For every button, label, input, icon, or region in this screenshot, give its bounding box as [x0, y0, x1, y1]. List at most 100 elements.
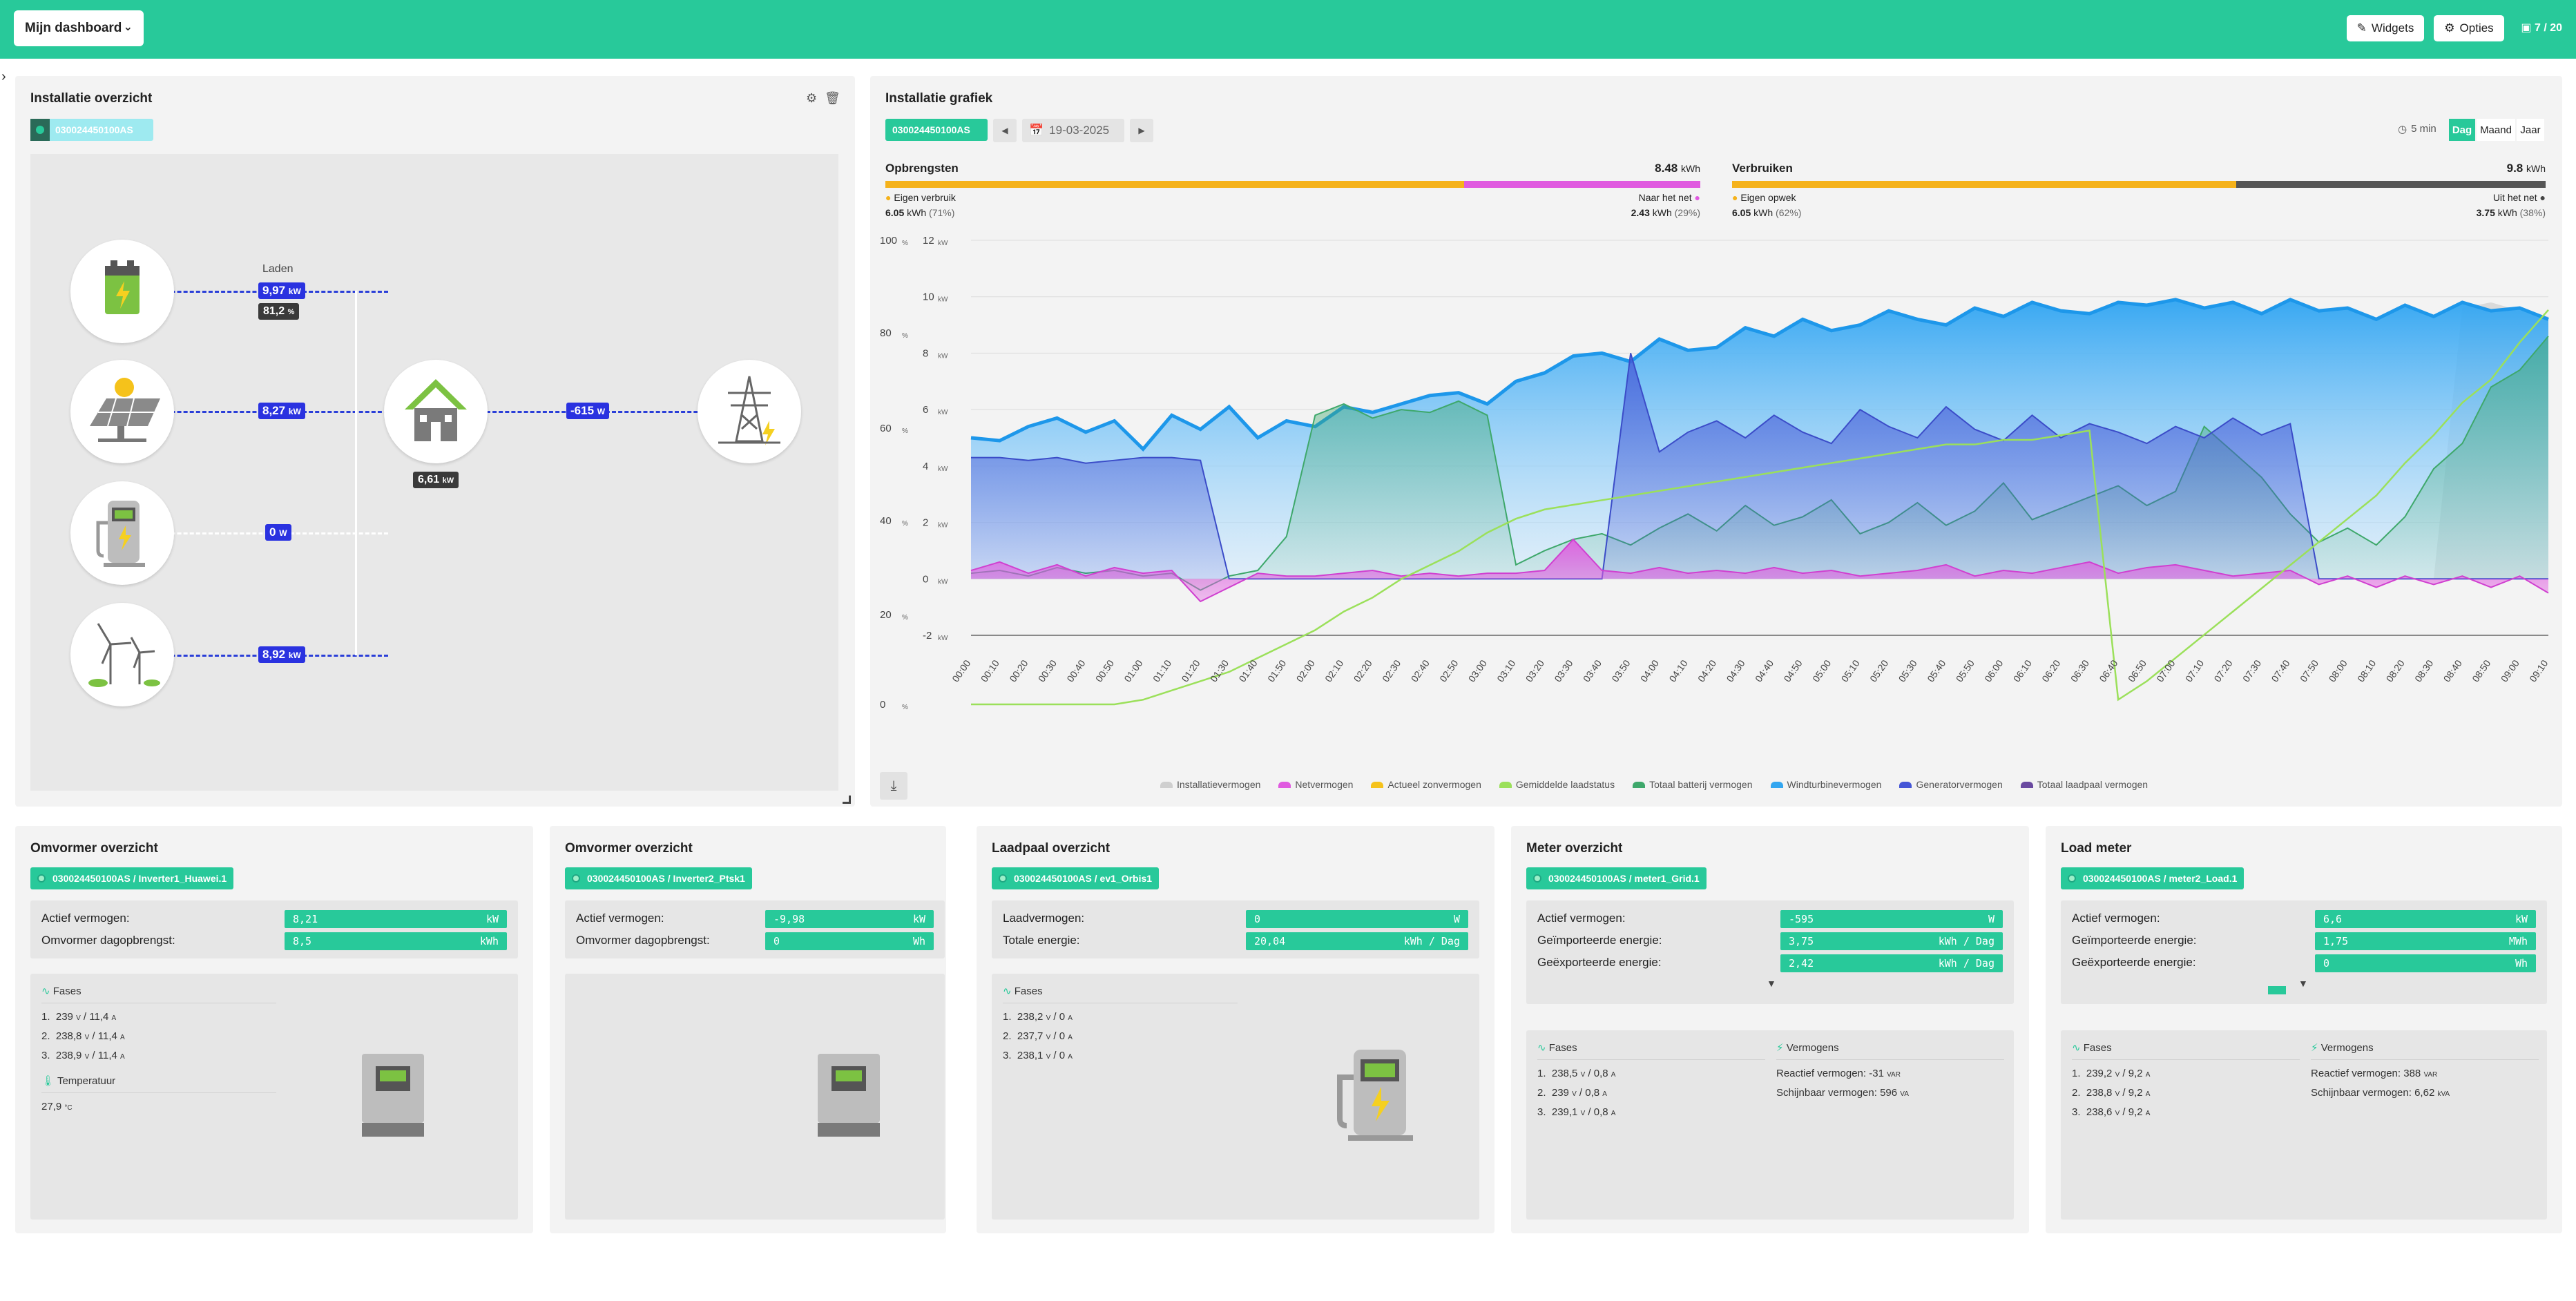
legend-item[interactable]: Windturbinevermogen: [1770, 779, 1881, 790]
house-power-pill: 6,61 kW: [413, 472, 459, 488]
x-tick-label: 04:50: [1782, 657, 1805, 684]
device-tag[interactable]: 030024450100AS / ev1_Orbis1: [992, 867, 1160, 889]
x-tick-label: 08:50: [2470, 657, 2492, 684]
period-dag-button[interactable]: Dag: [2449, 119, 2475, 141]
interval-value: 5 min: [2411, 123, 2436, 135]
dark-dot-icon: ●: [2539, 192, 2546, 203]
opbrengsten-total-unit: kWh: [1681, 163, 1700, 174]
v: 238,8: [2086, 1087, 2113, 1099]
values-panel: Actief vermogen: 8,21 kW Omvormer dagopbr…: [30, 900, 518, 958]
v: 238,6: [2086, 1106, 2113, 1118]
unit-v: V: [2115, 1071, 2120, 1079]
legend-item[interactable]: Totaal batterij vermogen: [1633, 779, 1753, 790]
interval-selector[interactable]: ◷ 5 min: [2398, 123, 2436, 135]
a: 9,2: [2128, 1087, 2143, 1099]
x-tick-label: 08:00: [2327, 657, 2349, 684]
lightning-icon: ⚡: [1776, 1042, 1784, 1054]
schijn-unit: kVA: [2437, 1090, 2450, 1098]
divider: [2072, 1059, 2300, 1060]
solar-flow-line: [127, 411, 388, 413]
device-tag[interactable]: 030024450100AS / Inverter2_Ptsk1: [565, 867, 752, 889]
y-right-unit: kW: [938, 635, 948, 642]
next-date-button[interactable]: ▶: [1130, 119, 1153, 142]
battery-flow-line: [127, 291, 388, 293]
device-tag[interactable]: 030024450100AS: [885, 119, 988, 141]
unit-a: A: [120, 1053, 125, 1061]
device-tag[interactable]: 030024450100AS: [30, 119, 153, 141]
x-tick-label: 01:10: [1151, 657, 1173, 684]
fases-label: Fases: [52, 985, 81, 997]
grid-power-value: -615: [570, 404, 595, 417]
battery-soc-pill: 81,2 %: [258, 303, 300, 320]
opbrengsten-left-value: 6.05 kWh (71%): [885, 207, 954, 218]
options-button[interactable]: ⚙ Opties: [2434, 15, 2504, 41]
x-tick-label: 02:50: [1437, 657, 1460, 684]
x-tick-label: 09:10: [2527, 657, 2550, 684]
resize-handle[interactable]: [843, 796, 851, 804]
v: 237,7: [1017, 1030, 1044, 1042]
device-tag[interactable]: 030024450100AS / meter1_Grid.1: [1526, 867, 1707, 889]
sidebar-toggle-icon[interactable]: ›: [1, 69, 6, 84]
divider: [1537, 1059, 1765, 1060]
unit-v: V: [1572, 1090, 1577, 1098]
x-tick-label: 07:00: [2154, 657, 2177, 684]
device-tag[interactable]: 030024450100AS / Inverter1_Huawei.1: [30, 867, 234, 889]
device-id: 030024450100AS / Inverter2_Ptsk1: [587, 873, 745, 884]
card-title: Laadpaal overzicht: [992, 841, 1111, 856]
trash-icon[interactable]: 🗑: [825, 91, 840, 105]
values-panel: Actief vermogen: -595 W Geïmporteerde ene…: [1526, 900, 2014, 1004]
verbruiken-right-label: Uit het net: [2492, 192, 2537, 203]
unit-v: V: [84, 1053, 90, 1061]
legend-item[interactable]: Gemiddelde laadstatus: [1499, 779, 1615, 790]
details-panel: ∿ Fases 1. 238,2 V / 0 A 2. 237,7 V / 0 …: [992, 974, 1479, 1220]
unit: kW: [912, 913, 925, 925]
y-left-unit: %: [902, 704, 908, 711]
prev-date-button[interactable]: ◀: [993, 119, 1017, 142]
x-tick-label: 08:10: [2355, 657, 2378, 684]
reactief-value: 388: [2403, 1068, 2421, 1079]
caret-down-icon[interactable]: ▼: [2298, 978, 2308, 989]
device-tag[interactable]: 030024450100AS / meter2_Load.1: [2061, 867, 2245, 889]
charger-node[interactable]: [70, 481, 174, 585]
status-dot-icon: [999, 874, 1007, 883]
device-id: 030024450100AS: [55, 124, 133, 135]
period-maand-button[interactable]: Maand: [2477, 119, 2515, 141]
settings-icon[interactable]: ⚙: [806, 91, 818, 105]
fases-label: Fases: [2083, 1042, 2112, 1054]
status-dot-icon: [572, 874, 580, 883]
battery-node[interactable]: [70, 240, 174, 343]
legend-item[interactable]: Actueel zonvermogen: [1371, 779, 1481, 790]
fase-row: 3. 238,6 V / 9,2 A: [2072, 1106, 2151, 1118]
period-jaar-button[interactable]: Jaar: [2517, 119, 2544, 141]
gear-icon: ⚙: [2444, 21, 2455, 35]
house-node[interactable]: [384, 360, 488, 463]
legend-item[interactable]: Totaal laadpaal vermogen: [2020, 779, 2148, 790]
reactief-unit: VAR: [2423, 1071, 2438, 1079]
legend-item[interactable]: Generatorvermogen: [1899, 779, 2003, 790]
wave-icon: ∿: [1537, 1042, 1546, 1054]
date-picker[interactable]: 📅 19-03-2025: [1022, 119, 1124, 142]
x-tick-label: 00:20: [1007, 657, 1030, 684]
unit-v: V: [1046, 1014, 1051, 1022]
download-icon[interactable]: ⤓: [880, 772, 907, 800]
card-title: Load meter: [2061, 841, 2132, 856]
battery-power-value: 9,97: [262, 284, 286, 297]
legend-item[interactable]: Netvermogen: [1278, 779, 1353, 790]
ev-charger-icon: [1337, 1050, 1413, 1141]
caret-down-icon[interactable]: ▼: [1767, 978, 1776, 989]
legend-item[interactable]: Installatievermogen: [1160, 779, 1260, 790]
x-tick-label: 00:40: [1064, 657, 1087, 684]
grid-node[interactable]: [698, 360, 801, 463]
solar-node[interactable]: [70, 360, 174, 463]
legend-label: Actueel zonvermogen: [1387, 779, 1481, 790]
vermogens-label: Vermogens: [1786, 1042, 1839, 1054]
x-tick-label: 06:50: [2126, 657, 2149, 684]
unit: kWh / Dag: [1403, 935, 1460, 947]
n: 2.: [1537, 1087, 1546, 1099]
dashboard-dropdown[interactable]: Mijn dashboard ⌄: [14, 10, 144, 46]
power-chart[interactable]: 100 % 80 % 60 % 40 % 20 % 0 % 12 kW 10 kW 8 kW 6 kW 4 kW 2 kW 0 k…: [870, 235, 2562, 746]
value: 0: [773, 935, 780, 947]
wind-node[interactable]: [70, 603, 174, 706]
widgets-button[interactable]: ✎ Widgets: [2347, 15, 2424, 41]
unit: kW: [2515, 913, 2528, 925]
